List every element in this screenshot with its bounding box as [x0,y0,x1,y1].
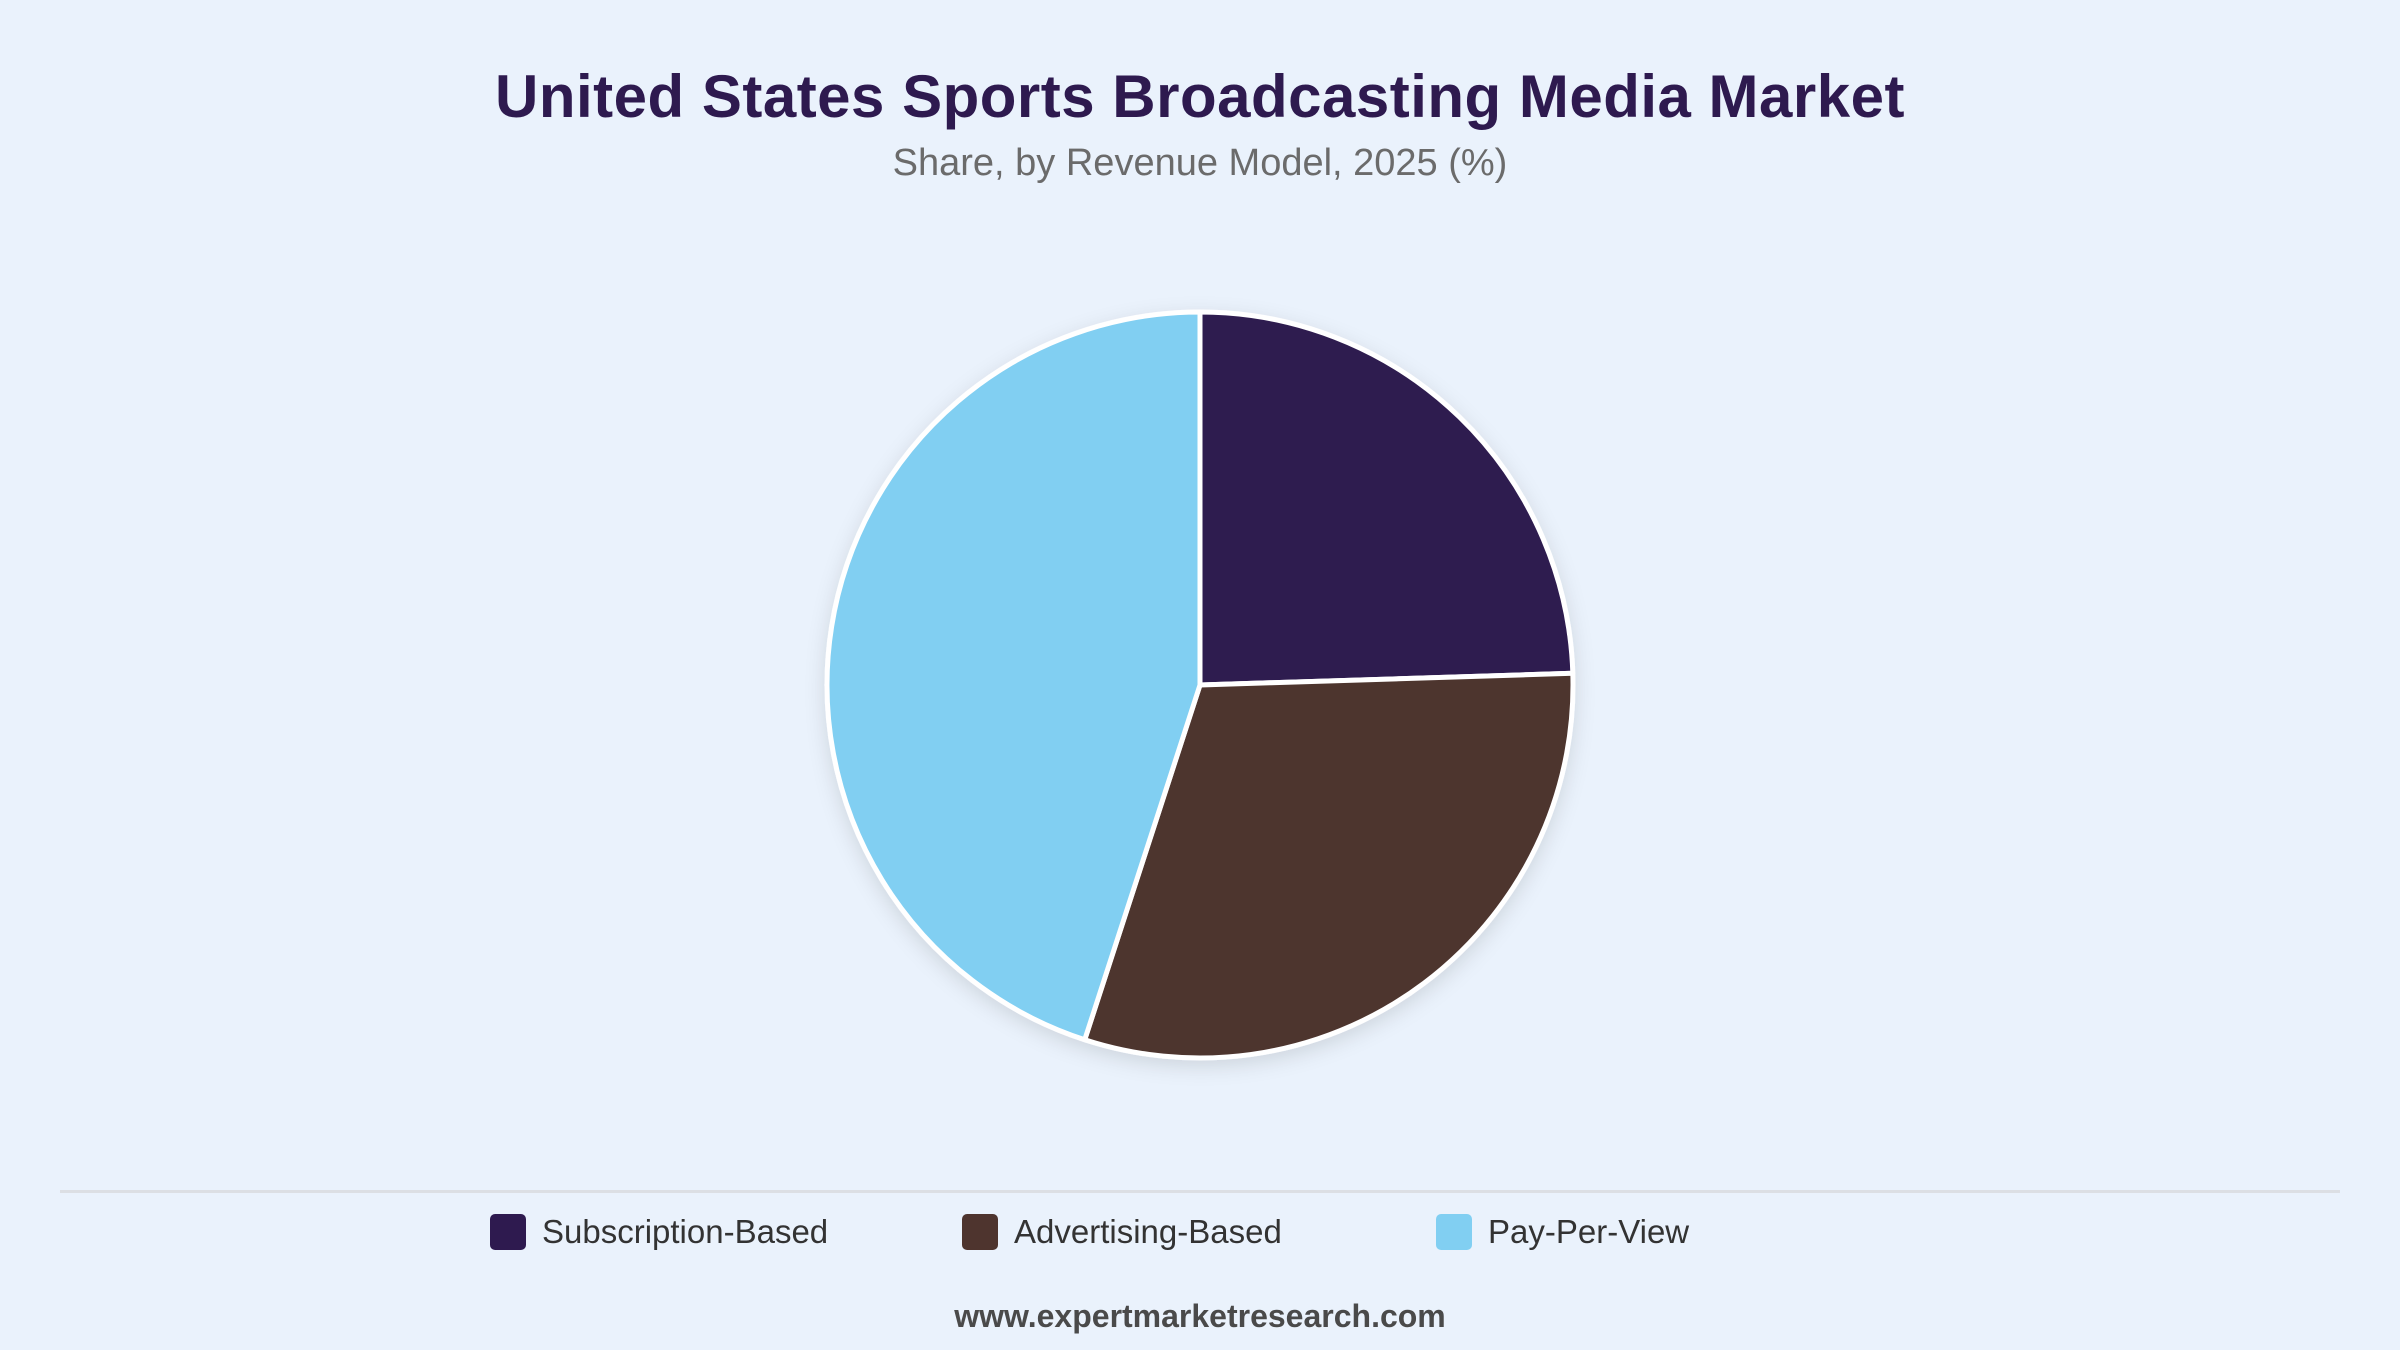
source-url: www.expertmarketresearch.com [954,1298,1446,1334]
pie-slice-advertising-based [1082,670,1576,1061]
legend-swatch-advertising-based [962,1214,998,1250]
legend-label: Subscription-Based [542,1213,829,1250]
pie-slice-subscription-based [1197,309,1576,688]
pie-slice-pay-per-view [824,309,1203,1043]
legend-item-subscription-based: Subscription-Based [490,1210,828,1254]
pie-chart [824,309,1576,1061]
legend-item-advertising-based: Advertising-Based [962,1210,1282,1254]
chart-title: United States Sports Broadcasting Media … [495,63,1905,130]
legend-swatch-pay-per-view [1436,1214,1472,1250]
chart-legend: Subscription-Based Advertising-Based Pay… [0,1210,2400,1254]
legend-item-pay-per-view: Pay-Per-View [1436,1210,1689,1254]
legend-divider [60,1190,2340,1193]
chart-subtitle: Share, by Revenue Model, 2025 (%) [892,142,1508,184]
legend-label: Pay-Per-View [1488,1213,1690,1250]
legend-label: Advertising-Based [1014,1213,1282,1250]
legend-swatch-subscription-based [490,1214,526,1250]
